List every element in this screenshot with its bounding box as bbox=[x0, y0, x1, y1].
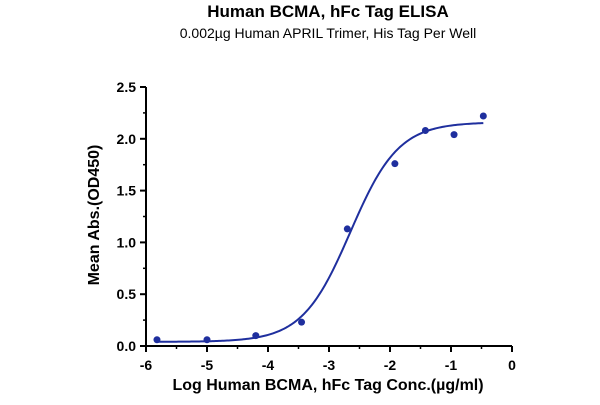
data-point bbox=[298, 318, 306, 326]
y-tick-label: 2.0 bbox=[117, 131, 137, 147]
x-tick-label: -4 bbox=[262, 357, 275, 373]
x-tick-label: -6 bbox=[140, 357, 153, 373]
y-tick-label: 2.5 bbox=[117, 79, 137, 95]
axes: 0.0 0.5 1.0 1.5 2.0 2.5 -6 -5 -4 -3 -2 -1 0 bbox=[117, 79, 517, 373]
data-points-layer bbox=[153, 112, 487, 344]
y-tick-label: 1.0 bbox=[117, 234, 137, 250]
fit-curve bbox=[156, 122, 484, 343]
data-point bbox=[450, 131, 458, 139]
x-tick-label: -5 bbox=[201, 357, 214, 373]
data-point bbox=[391, 160, 399, 168]
y-axis-label: Mean Abs.(OD450) bbox=[86, 145, 103, 286]
data-point bbox=[153, 336, 161, 344]
chart-title: Human BCMA, hFc Tag ELISA bbox=[207, 2, 448, 21]
y-tick-label: 0.0 bbox=[117, 338, 137, 354]
x-tick-label: 0 bbox=[508, 357, 516, 373]
data-point bbox=[343, 225, 351, 233]
data-point bbox=[421, 127, 429, 135]
data-point bbox=[252, 332, 260, 340]
fit-curve-layer bbox=[156, 122, 484, 343]
x-tick-label: -1 bbox=[445, 357, 458, 373]
x-tick-label: -2 bbox=[384, 357, 397, 373]
data-point bbox=[203, 336, 211, 344]
x-tick-label: -3 bbox=[323, 357, 336, 373]
chart-subtitle: 0.002µg Human APRIL Trimer, His Tag Per … bbox=[180, 25, 477, 41]
y-tick-label: 0.5 bbox=[117, 286, 137, 302]
x-axis-label: Log Human BCMA, hFc Tag Conc.(µg/ml) bbox=[172, 377, 483, 394]
data-point bbox=[479, 112, 487, 120]
y-tick-label: 1.5 bbox=[117, 183, 137, 199]
